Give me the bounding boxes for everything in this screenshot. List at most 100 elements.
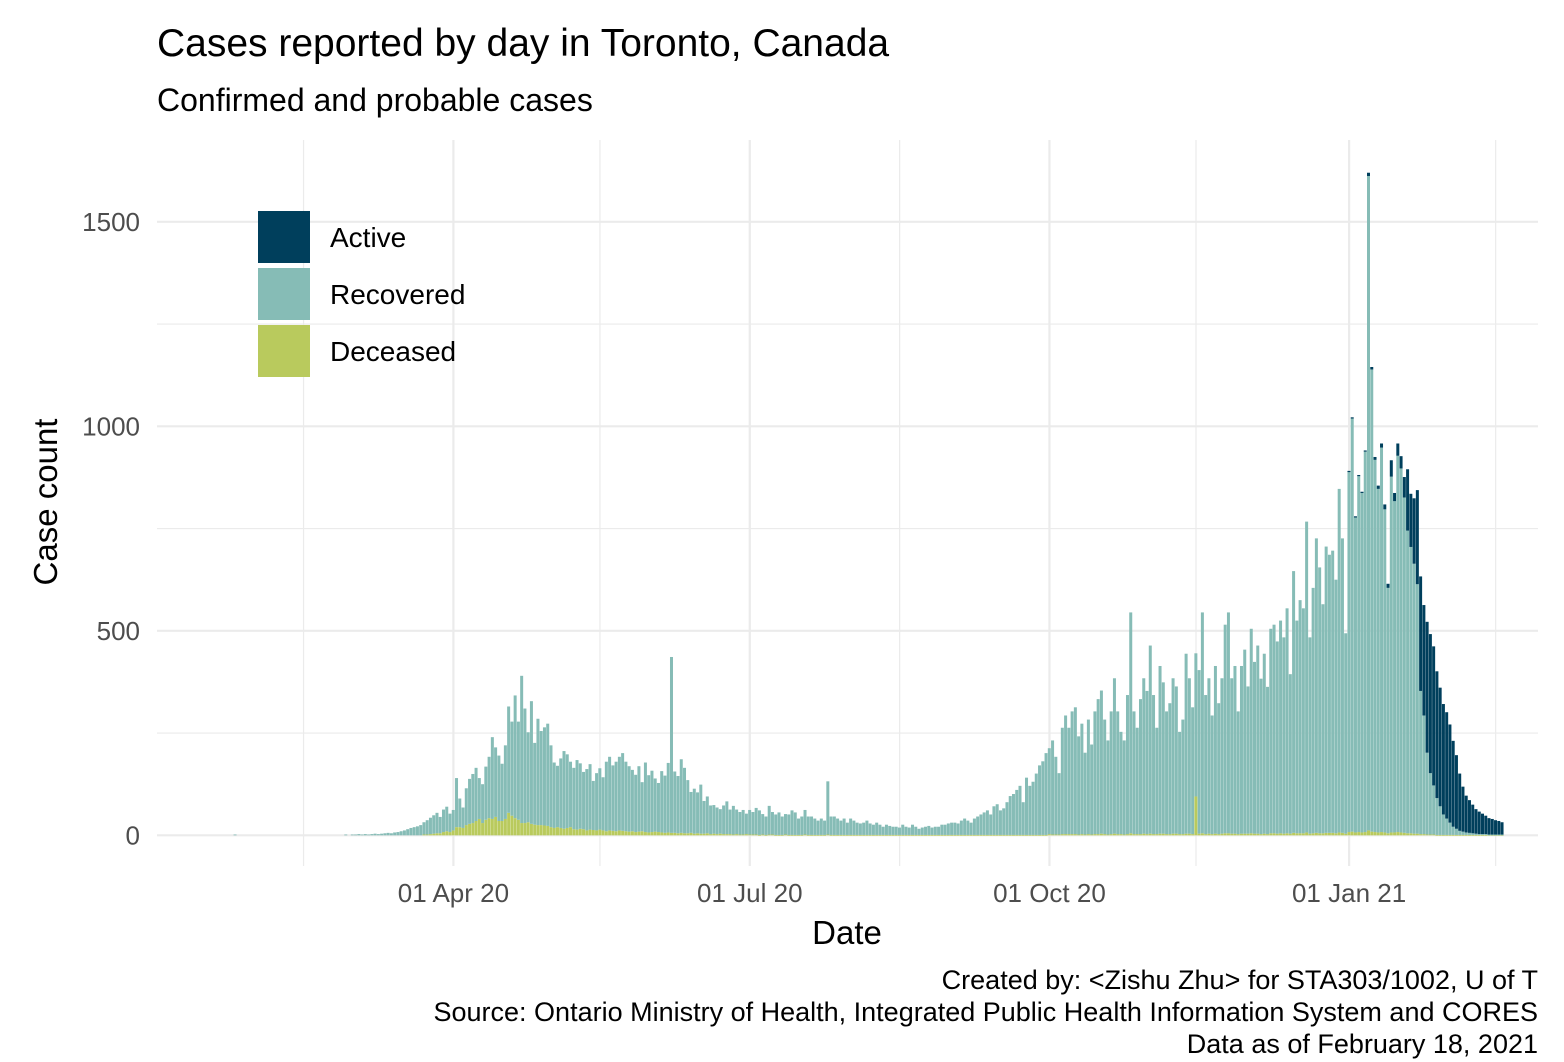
deceased-segment	[477, 818, 481, 836]
deceased-segment	[549, 827, 553, 836]
day-bar	[897, 827, 901, 836]
day-bar	[448, 813, 452, 836]
deceased-segment	[735, 834, 739, 836]
day-bar	[803, 809, 807, 836]
recovered-segment	[1122, 740, 1126, 835]
day-bar	[643, 762, 647, 836]
day-bar	[1142, 678, 1146, 836]
recovered-segment	[477, 778, 481, 819]
recovered-segment	[1262, 653, 1266, 834]
deceased-segment	[1038, 834, 1042, 836]
recovered-segment	[823, 820, 827, 835]
day-bar	[474, 767, 478, 836]
deceased-segment	[455, 827, 459, 836]
recovered-segment	[715, 807, 719, 835]
day-bar	[819, 818, 823, 836]
recovered-segment	[1301, 608, 1305, 834]
deceased-segment	[969, 834, 973, 836]
recovered-segment	[513, 695, 517, 819]
day-bar	[1451, 740, 1455, 836]
recovered-segment	[435, 812, 439, 834]
deceased-segment	[1344, 833, 1348, 836]
recovered-segment	[555, 765, 559, 828]
deceased-segment	[529, 823, 533, 836]
active-segment	[1357, 474, 1361, 477]
recovered-segment	[396, 832, 400, 836]
recovered-segment	[640, 782, 644, 832]
day-bar	[542, 727, 546, 836]
deceased-segment	[611, 830, 615, 836]
recovered-segment	[608, 756, 612, 831]
deceased-segment	[1396, 832, 1400, 836]
recovered-segment	[1194, 653, 1198, 797]
day-bar	[376, 834, 380, 836]
day-bar	[624, 761, 628, 836]
day-bar	[1275, 641, 1279, 836]
recovered-segment	[819, 818, 823, 835]
day-bar	[1135, 727, 1139, 836]
deceased-segment	[777, 834, 781, 836]
day-bar	[1422, 605, 1426, 836]
day-bar	[1217, 703, 1221, 836]
deceased-segment	[435, 833, 439, 836]
deceased-segment	[953, 834, 957, 836]
day-bar	[894, 826, 898, 836]
recovered-segment	[1308, 637, 1312, 834]
deceased-segment	[627, 831, 631, 836]
day-bar	[754, 807, 758, 836]
day-bar	[1259, 678, 1263, 836]
day-bar	[1409, 493, 1413, 836]
deceased-segment	[1314, 832, 1318, 836]
recovered-segment	[1187, 678, 1191, 834]
deceased-segment	[591, 830, 595, 836]
recovered-segment	[946, 823, 950, 835]
recovered-segment	[637, 766, 641, 832]
recovered-segment	[855, 822, 859, 835]
day-bar	[1441, 704, 1445, 836]
day-bar	[1018, 785, 1022, 836]
deceased-segment	[1243, 833, 1247, 836]
day-bar	[1158, 665, 1162, 836]
recovered-segment	[735, 809, 739, 835]
recovered-segment	[1213, 665, 1217, 834]
day-bar	[1490, 818, 1494, 836]
recovered-segment	[591, 780, 595, 831]
deceased-segment	[516, 819, 520, 836]
deceased-segment	[1139, 834, 1143, 836]
recovered-segment	[533, 742, 537, 825]
recovered-segment	[1432, 785, 1436, 835]
deceased-segment	[1168, 834, 1172, 836]
recovered-segment	[911, 824, 915, 835]
day-bar	[1070, 711, 1074, 836]
deceased-segment	[666, 832, 670, 836]
day-bar	[614, 761, 618, 836]
day-bar	[601, 777, 605, 836]
day-bar	[536, 718, 540, 836]
day-bar	[842, 818, 846, 836]
day-bar	[1213, 665, 1217, 836]
day-bar	[1119, 731, 1123, 836]
recovered-segment	[1370, 369, 1374, 832]
deceased-segment	[1435, 834, 1439, 836]
day-bar	[1099, 690, 1103, 836]
recovered-segment	[917, 828, 921, 835]
deceased-segment	[523, 823, 527, 836]
recovered-segment	[1458, 830, 1462, 835]
recovered-segment	[793, 812, 797, 835]
recovered-segment	[924, 826, 928, 835]
deceased-segment	[503, 818, 507, 836]
recovered-segment	[415, 826, 419, 836]
day-bar	[1165, 711, 1169, 836]
day-bar	[441, 809, 445, 836]
recovered-segment	[634, 774, 638, 833]
recovered-segment	[1389, 476, 1393, 833]
deceased-segment	[803, 834, 807, 836]
day-bar	[845, 822, 849, 836]
recovered-segment	[1471, 833, 1475, 835]
day-bar	[884, 824, 888, 836]
recovered-segment	[992, 806, 996, 835]
day-bar	[455, 778, 459, 836]
day-bar	[761, 814, 765, 836]
recovered-segment	[933, 826, 937, 835]
deceased-segment	[1132, 834, 1136, 836]
